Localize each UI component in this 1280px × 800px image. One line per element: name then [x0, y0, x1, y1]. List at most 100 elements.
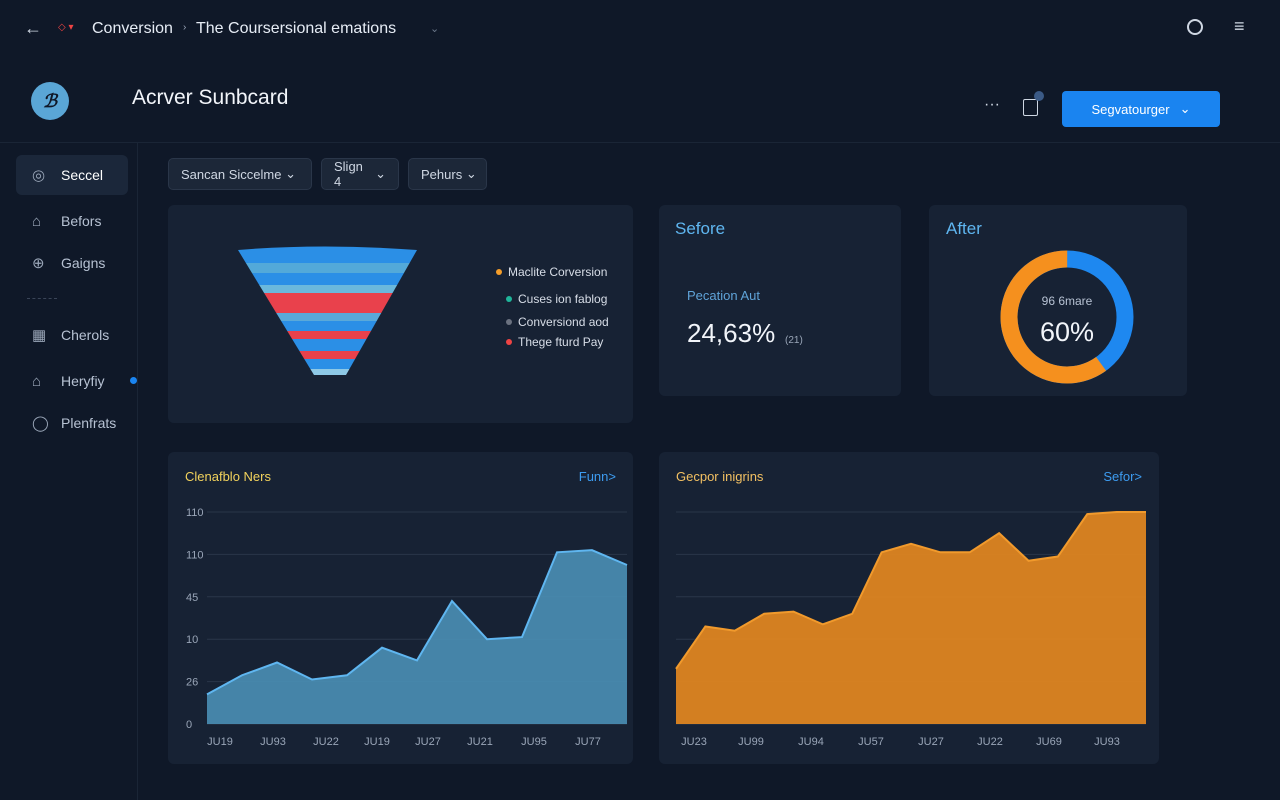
chart-panel: Gecpor inigrins Sefor> JU23 JU99 JU94 JU57 JU2…: [659, 452, 1159, 764]
filter[interactable]: Sancan Siccelme ⌄: [168, 158, 312, 190]
legend-label: Maclite Corversion: [508, 265, 608, 279]
nav-icon: ▦: [32, 327, 47, 344]
divider: [0, 142, 1280, 143]
nav-item[interactable]: ▦ Cherols: [16, 315, 128, 355]
donut-chart: [1000, 250, 1134, 384]
nav-item[interactable]: ⊕ Gaigns: [16, 243, 128, 283]
legend-label: Cuses ion fablog: [518, 292, 608, 306]
x-tick-label: JU21: [467, 736, 493, 748]
breadcrumb-item[interactable]: Conversion: [92, 20, 173, 37]
after-panel: After 96 6mare 60%: [929, 205, 1187, 396]
legend-label: Thege fturd Pay: [518, 335, 604, 349]
doc-icon[interactable]: [1023, 99, 1038, 116]
chart-title: Gecpor inigrins: [676, 469, 764, 484]
filter[interactable]: Pehurs ⌄: [408, 158, 487, 190]
metric-note: (21): [785, 335, 803, 346]
metric-value: 24,63%: [687, 318, 776, 348]
nav-icon: ⌂: [32, 372, 42, 390]
app-logo: ℬ: [31, 82, 69, 120]
area: [676, 512, 1146, 724]
funnel-panel: Maclite Corversion Cuses ion fablog Conver…: [168, 205, 633, 423]
legend-dot: [506, 319, 512, 325]
filter-label: Slign 4: [334, 159, 363, 189]
y-tick-label: 10: [186, 634, 198, 646]
legend-label: Conversiond aod: [518, 315, 609, 329]
x-tick-label: JU23: [681, 736, 707, 748]
filter-label: Sancan Siccelme: [181, 166, 282, 182]
y-tick-label: 110: [186, 549, 204, 561]
divider: [137, 143, 138, 800]
panel-title: Sefore: [675, 219, 726, 238]
panel-title: After: [946, 219, 982, 238]
nav-item[interactable]: ⌂ Heryfiy: [16, 361, 128, 401]
x-tick-label: JU93: [260, 736, 286, 748]
funnel: [238, 246, 417, 375]
button-label: Segvatourger: [1091, 101, 1170, 117]
legend-dot: [506, 339, 512, 345]
menu-icon[interactable]: ≡: [1234, 16, 1245, 36]
legend-dot: [506, 296, 512, 302]
y-tick-label: 110: [186, 507, 204, 519]
area-chart: Clenafblo Ners Funn> 0 26 10 45 110 110 JU19 JU93…: [185, 469, 628, 748]
divider: [27, 298, 57, 299]
x-tick-label: JU93: [1094, 736, 1120, 748]
nav-label: Heryfiy: [61, 373, 105, 389]
x-tick-label: JU22: [977, 736, 1003, 748]
nav-icon: ◯: [32, 415, 49, 432]
nav-label: Befors: [61, 213, 102, 229]
donut-label: 96 6mare: [1041, 294, 1093, 308]
clock-icon[interactable]: [1187, 19, 1203, 35]
x-tick-label: JU27: [415, 736, 441, 748]
nav-label: Seccel: [61, 167, 104, 183]
nav-icon: ⌂: [32, 212, 42, 230]
more-icon[interactable]: ···: [984, 96, 1000, 113]
back-icon[interactable]: ←: [24, 18, 42, 38]
dropdown-caret[interactable]: ⌄: [430, 23, 440, 35]
chart-link[interactable]: Funn>: [579, 469, 616, 484]
filter-label: Pehurs: [421, 166, 463, 182]
breadcrumb-item[interactable]: The Coursersional emations: [196, 20, 397, 37]
x-tick-label: JU19: [364, 736, 390, 748]
caret: ⌄: [1179, 101, 1191, 116]
metric-label: Pecation Aut: [687, 288, 760, 303]
y-tick-label: 0: [186, 719, 192, 731]
x-tick-label: JU27: [918, 736, 944, 748]
chart-link[interactable]: Sefor>: [1103, 469, 1142, 484]
legend-dot: [496, 269, 502, 275]
y-tick-label: 26: [186, 677, 198, 689]
nav-label: Gaigns: [61, 255, 106, 271]
primary-button[interactable]: Segvatourger ⌄: [1062, 91, 1220, 127]
y-tick-label: 45: [186, 592, 198, 604]
separator: ›: [183, 22, 187, 33]
legend-item: Conversiond aod: [506, 315, 609, 329]
filter[interactable]: Slign 4 ⌄: [321, 158, 399, 190]
x-tick-label: JU95: [521, 736, 547, 748]
nav-item[interactable]: ◎ Seccel: [16, 155, 128, 195]
legend-item: Thege fturd Pay: [506, 335, 603, 349]
notification-dot: [130, 377, 137, 384]
x-tick-label: JU22: [313, 736, 339, 748]
area-chart: Gecpor inigrins Sefor> JU23 JU99 JU94 JU57 JU2…: [675, 469, 1146, 748]
page-title: Acrver Sunbcard: [132, 86, 289, 109]
x-tick-label: JU57: [858, 736, 884, 748]
legend-item: Maclite Corversion: [496, 265, 607, 279]
badge: [1034, 91, 1044, 101]
nav-label: Plenfrats: [61, 415, 117, 431]
area-line: [675, 511, 1146, 670]
area-line: [206, 549, 628, 696]
x-tick-label: JU77: [575, 736, 601, 748]
nav-label: Cherols: [61, 327, 110, 343]
before-panel: Sefore Pecation Aut 24,63% (21): [659, 205, 901, 396]
x-tick-label: JU69: [1036, 736, 1062, 748]
x-tick-label: JU94: [798, 736, 824, 748]
nav-icon: ◎: [32, 167, 46, 184]
nav-icon: ⊕: [32, 255, 45, 272]
logo-small: ◇ ▾: [58, 22, 74, 33]
x-tick-label: JU19: [207, 736, 233, 748]
nav-item[interactable]: ◯ Plenfrats: [16, 403, 128, 443]
area: [207, 550, 627, 724]
nav-item[interactable]: ⌂ Befors: [16, 201, 128, 241]
chart-panel: Clenafblo Ners Funn> 0 26 10 45 110 110 JU19 JU93…: [168, 452, 633, 764]
legend-item: Cuses ion fablog: [506, 292, 607, 306]
